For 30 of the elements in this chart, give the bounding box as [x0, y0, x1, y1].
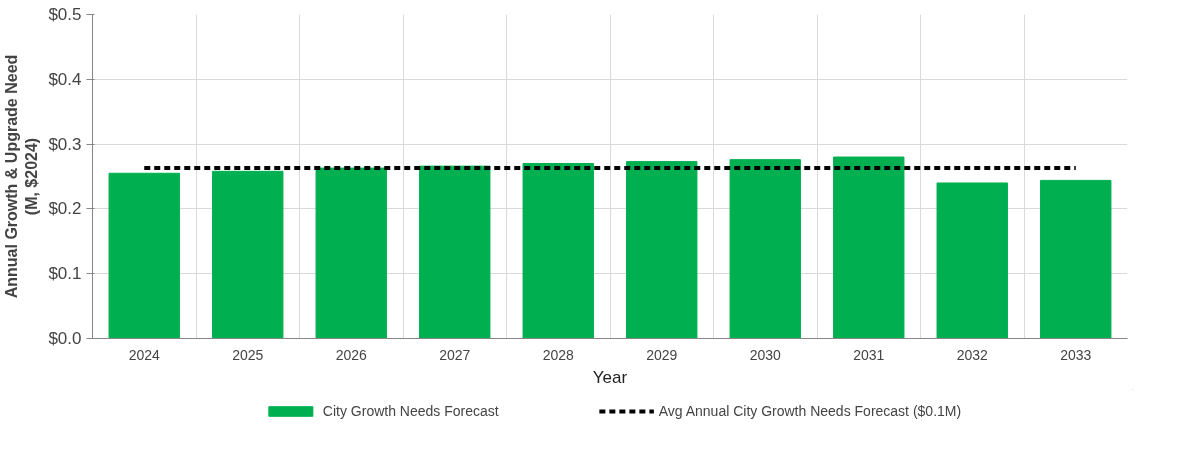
x-tick-label: 2024: [128, 346, 161, 363]
bar: [419, 165, 491, 339]
x-tick-label: 2030: [749, 346, 782, 363]
x-tick-label: 2032: [956, 346, 989, 363]
y-tick-label: $0.0: [48, 329, 82, 348]
y-tick-label: $0.2: [48, 199, 82, 219]
bar: [522, 163, 594, 339]
legend-label: Avg Annual City Growth Needs Forecast ($0.1M): [658, 403, 962, 419]
x-axis-title: Year: [592, 367, 628, 387]
x-tick-label: 2027: [439, 346, 471, 363]
bar: [729, 159, 801, 339]
bar: [936, 182, 1008, 339]
y-tick-label: $0.5: [48, 5, 82, 24]
x-tick-label: 2033: [1060, 346, 1092, 363]
y-tick-label: $0.3: [48, 134, 82, 154]
x-tick-label: 2031: [853, 346, 885, 363]
bar: [1040, 179, 1112, 339]
bar: [108, 172, 180, 339]
y-tick-label: $0.4: [48, 69, 82, 89]
bar: [315, 167, 387, 339]
legend-label: City Growth Needs Forecast: [322, 403, 499, 419]
x-tick-label: 2029: [646, 346, 678, 363]
y-axis-title: Annual Growth & Upgrade Need (M, $2024): [3, 54, 41, 299]
x-tick-label: 2025: [232, 346, 264, 363]
x-tick-label: 2026: [335, 346, 368, 363]
bar: [626, 161, 698, 339]
y-tick-label: $0.1: [48, 264, 82, 284]
bar: [212, 170, 284, 339]
bar: [833, 156, 905, 339]
x-tick-label: 2028: [542, 346, 575, 363]
